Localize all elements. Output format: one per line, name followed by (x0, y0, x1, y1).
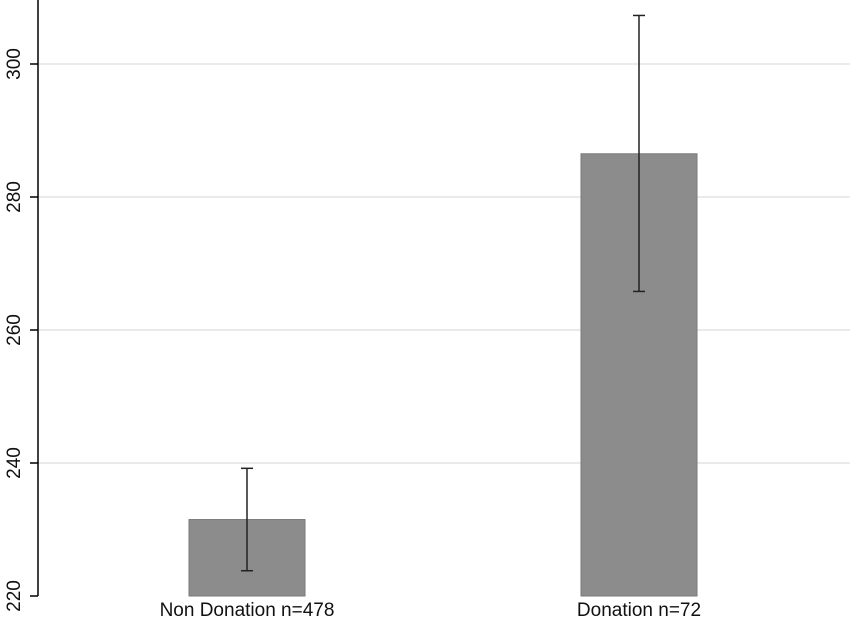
x-category-labels: Non Donation n=478 Donation n=72 (160, 600, 701, 621)
y-tick-label: 220 (4, 580, 25, 612)
y-tick-label: 240 (4, 447, 25, 479)
y-ticks: 220 240 260 280 300 (4, 48, 38, 612)
gridlines (38, 63, 850, 464)
y-tick-label: 300 (4, 48, 25, 80)
x-category-label: Non Donation n=478 (160, 600, 335, 621)
bars (188, 153, 698, 597)
y-tick-label: 260 (4, 314, 25, 346)
error-bars (241, 14, 645, 572)
y-tick-label: 280 (4, 181, 25, 213)
x-category-label: Donation n=72 (577, 600, 701, 621)
